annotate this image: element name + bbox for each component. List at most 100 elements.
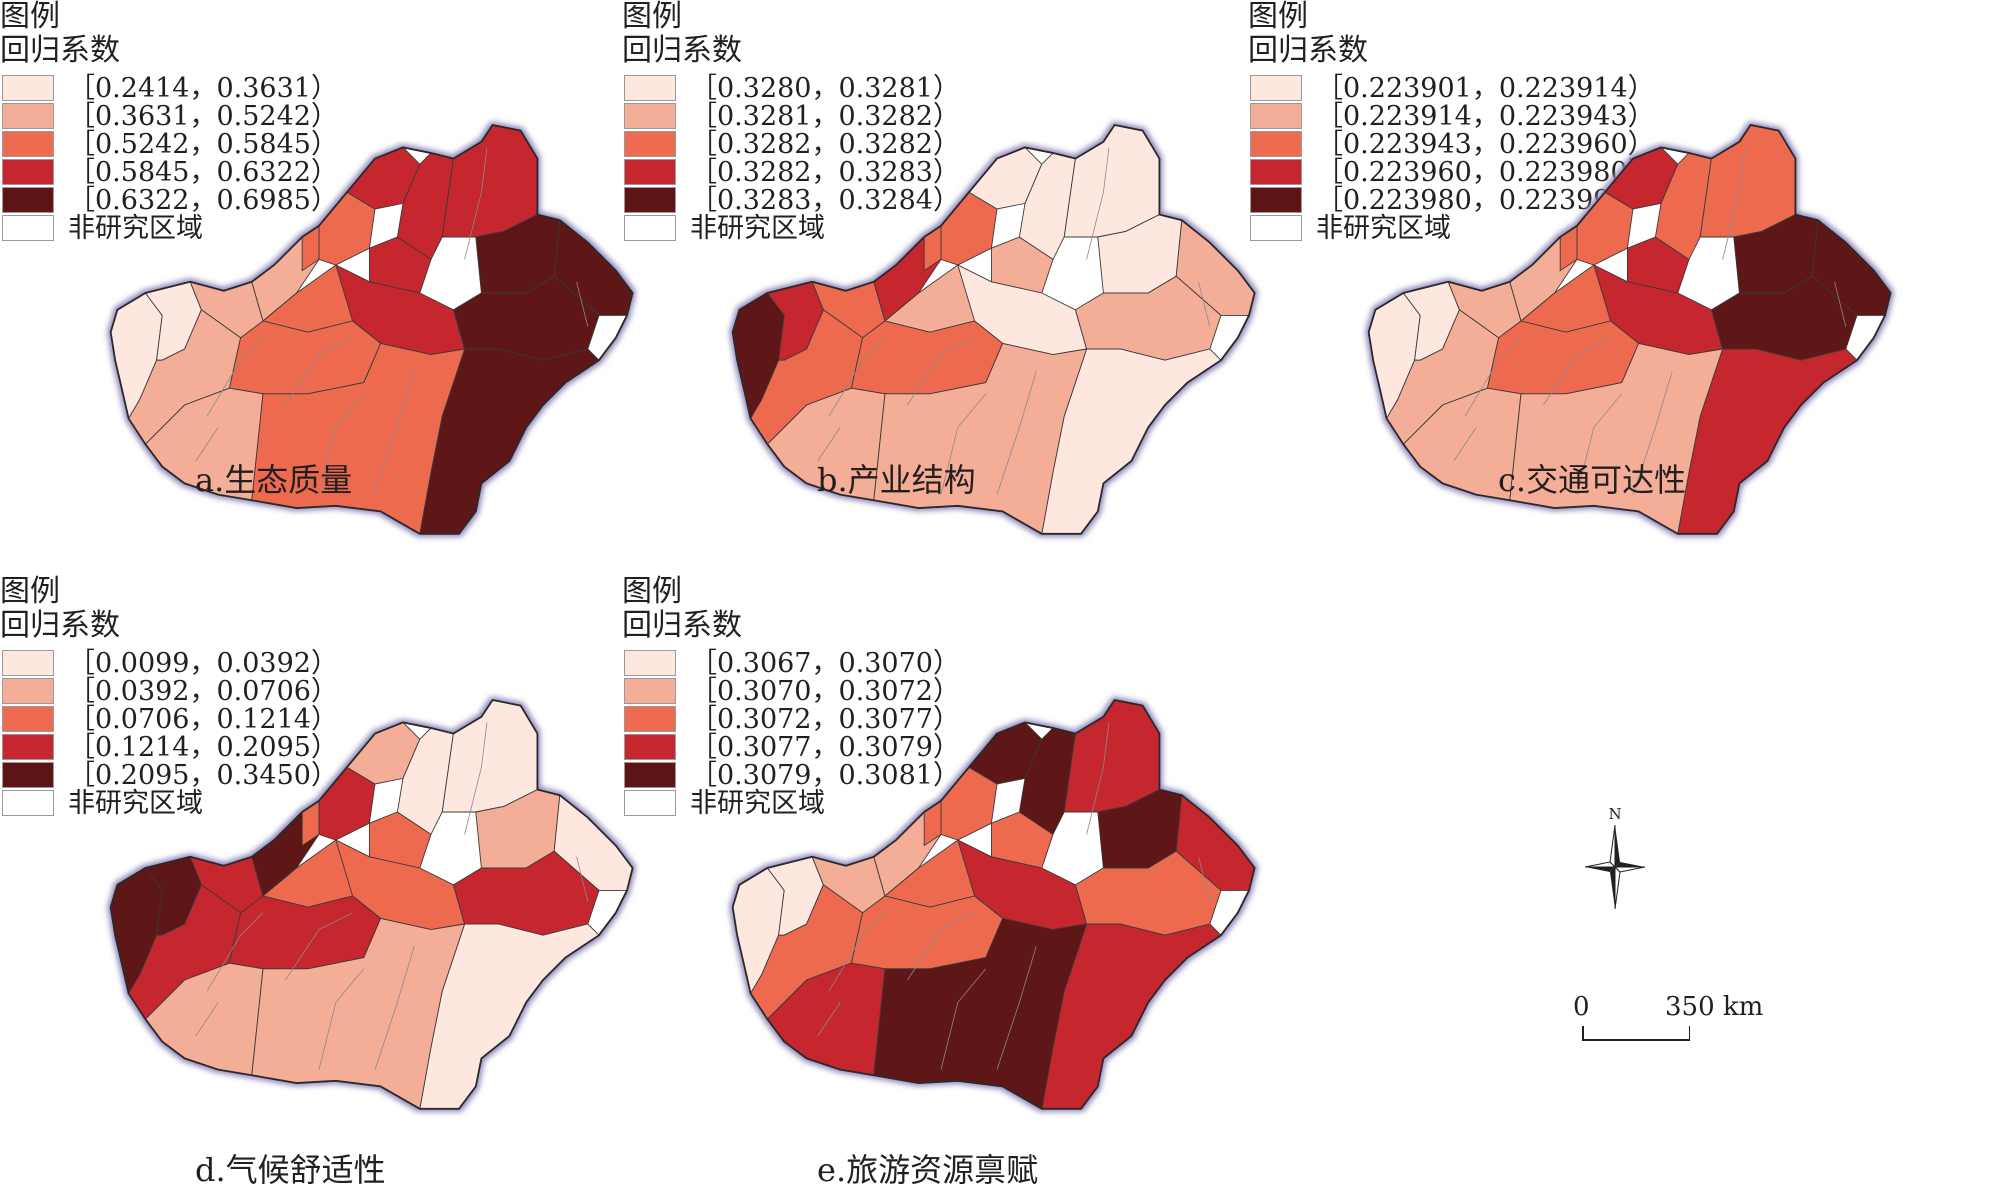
legend-row-non-study: 非研究区域 [0,212,330,246]
map-region [1063,124,1160,238]
legend-swatch [1250,159,1302,185]
legend-title: 图例 [0,574,60,609]
map-panel-b: 图例 回归系数 ［0.3280，0.3281） ［0.3281，0.3282） … [622,0,1282,590]
county-boundary [1722,147,1746,260]
legend-row-2: ［0.223914，0.223943） [1248,100,1655,134]
legend-row-5: ［0.6322，0.6985） [0,184,338,218]
north-label: N [1608,805,1621,823]
legend-range-label: ［0.3077，0.3079） [690,732,960,763]
map-region [368,236,432,294]
choropleth-map [731,124,1256,535]
legend-swatch [2,131,54,157]
legend-range-label: ［0.3079，0.3081） [690,760,960,791]
legend-non-study-label: 非研究区域 [690,788,825,819]
legend-row-4: ［0.3077，0.3079） [622,731,960,765]
scale-bar-line [1582,1026,1690,1041]
legend-row-non-study: 非研究区域 [1248,212,1578,246]
legend-swatch-non-study [2,215,54,241]
county-boundary [195,1002,219,1037]
legend-swatch [2,159,54,185]
scale-distance-label: 350 km [1665,992,1764,1022]
legend-swatch [1250,131,1302,157]
north-arrow: N [1585,805,1645,910]
legend-swatch [2,187,54,213]
panel-caption: e.旅游资源禀赋 [817,1151,1039,1189]
legend-row-2: ［0.3631，0.5242） [0,100,338,134]
legend-swatch [624,131,676,157]
scale-bar: 0 350 km [1570,992,1763,1052]
county-boundary [1834,281,1847,327]
legend-subtitle: 回归系数 [1248,33,1368,68]
county-boundary [907,337,975,406]
legend-row-4: ［0.3282，0.3283） [622,156,960,190]
legend-row-5: ［0.2095，0.3450） [0,759,338,793]
legend-row-3: ［0.3072，0.3077） [622,703,960,737]
map-panel-a: 图例 回归系数 ［0.2414，0.3631） ［0.3631，0.5242） … [0,0,660,590]
map-region [1486,320,1640,395]
scale-zero-label: 0 [1573,992,1590,1022]
legend-range-label: ［0.3631，0.5242） [68,101,338,132]
legend-non-study-label: 非研究区域 [68,213,203,244]
legend-row-1: ［0.3280，0.3281） [622,72,960,106]
legend-range-label: ［0.223960，0.223980） [1316,157,1655,188]
legend-range-label: ［0.5845，0.6322） [68,157,338,188]
legend-range-label: ［0.3281，0.3282） [690,101,960,132]
legend: 图例 回归系数 ［0.223901，0.223914） ［0.223914，0.… [1248,0,1655,244]
legend-swatch [624,734,676,760]
legend: 图例 回归系数 ［0.2414，0.3631） ［0.3631，0.5242） … [0,0,338,244]
legend-row-4: ［0.223960，0.223980） [1248,156,1655,190]
legend-range-label: ［0.3283，0.3284） [690,185,960,216]
map-region [228,320,382,395]
study-area-border [731,124,1256,535]
legend-row-2: ［0.0392，0.0706） [0,675,338,709]
legend-swatch [2,678,54,704]
legend-swatch-non-study [624,790,676,816]
map-panel-d: 图例 回归系数 ［0.0099，0.0392） ［0.0392，0.0706） … [0,574,660,1189]
legend-range-label: ［0.3282，0.3283） [690,157,960,188]
county-boundary [828,337,886,417]
study-area-border [1367,124,1892,535]
legend-range-label: ［0.5242，0.5845） [68,129,338,160]
legend-swatch [2,103,54,129]
legend-range-label: ［0.223943，0.223960） [1316,129,1655,160]
legend-row-non-study: 非研究区域 [0,787,330,821]
legend-swatch [624,706,676,732]
legend-swatch [2,650,54,676]
map-region [990,236,1054,294]
map-region [1699,124,1796,238]
map-region [990,811,1054,869]
legend-row-non-study: 非研究区域 [622,787,952,821]
legend-swatch [2,75,54,101]
legend-row-2: ［0.3281，0.3282） [622,100,960,134]
legend-swatch-non-study [2,790,54,816]
legend-row-3: ［0.3282，0.3282） [622,128,960,162]
legend-row-3: ［0.223943，0.223960） [1248,128,1655,162]
legend-subtitle: 回归系数 [0,33,120,68]
map-region [850,320,1004,395]
legend-row-5: ［0.3283，0.3284） [622,184,960,218]
county-boundary [828,912,886,992]
legend: 图例 回归系数 ［0.0099，0.0392） ［0.0392，0.0706） … [0,574,338,820]
panel-caption: b.产业结构 [817,461,976,499]
choropleth-map [109,124,634,535]
legend-swatch [624,650,676,676]
legend-range-label: ［0.3072，0.3077） [690,704,960,735]
county-boundary [1453,427,1477,462]
legend-row-3: ［0.0706，0.1214） [0,703,338,737]
legend-range-label: ［0.223914，0.223943） [1316,101,1655,132]
county-boundary [374,371,415,495]
county-boundary [285,337,353,406]
county-boundary [206,912,264,992]
legend-range-label: ［0.3070，0.3072） [690,676,960,707]
map-region [850,895,1004,970]
county-boundary [318,393,365,495]
county-boundary [996,946,1037,1070]
choropleth-map [1367,124,1892,535]
legend-title: 图例 [1248,0,1308,34]
county-boundary [1086,722,1110,835]
legend-swatch [624,103,676,129]
county-boundary [940,393,987,495]
legend-range-label: ［0.2414，0.3631） [68,73,338,104]
compass-rose-icon [1585,824,1645,910]
legend-range-label: ［0.1214，0.2095） [68,732,338,763]
